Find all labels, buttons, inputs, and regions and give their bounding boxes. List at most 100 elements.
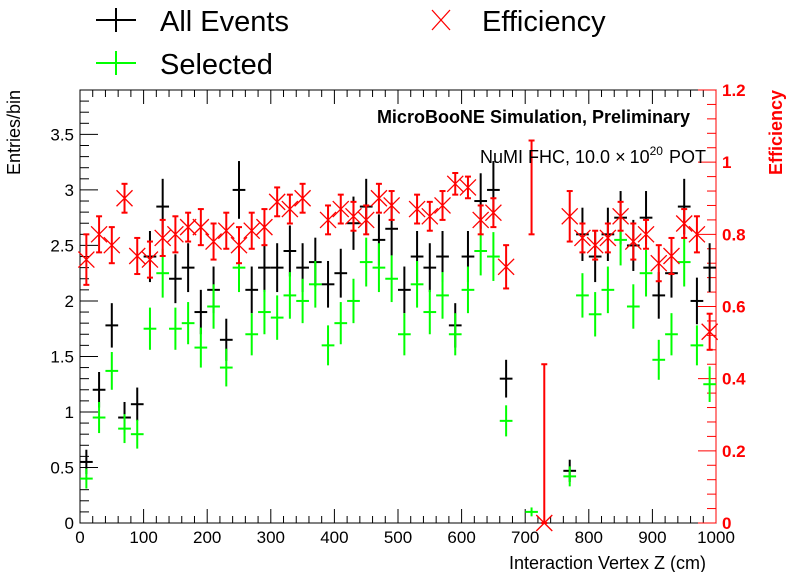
efficiency-point <box>650 244 668 283</box>
selected-point <box>665 313 678 356</box>
axes: 0 100 200 300 400 500 600 700 800 900 100000.511.5… <box>50 81 746 547</box>
efficiency-marker <box>294 189 312 207</box>
efficiency-marker <box>243 222 261 240</box>
efficiency-marker <box>77 251 95 269</box>
efficiency-marker <box>663 247 680 265</box>
selected-point <box>703 366 716 402</box>
legend-all-events-label: All Events <box>160 6 289 38</box>
selected-point <box>690 325 704 366</box>
efficiency-point <box>408 193 426 225</box>
y2-tick-label: 0.8 <box>722 225 746 244</box>
all-events-point <box>321 260 335 308</box>
efficiency-point <box>637 218 655 250</box>
efficiency-point <box>319 204 337 236</box>
pot-suffix: POT <box>669 147 706 167</box>
y2-tick-label: 0.4 <box>722 370 746 389</box>
selected-point <box>80 468 93 489</box>
efficiency-point <box>586 229 604 261</box>
selected-point <box>639 249 653 297</box>
y2-axis-title: Efficiency <box>766 90 786 175</box>
efficiency-point <box>612 200 630 232</box>
efficiency-marker <box>319 211 337 229</box>
efficiency-marker <box>166 225 184 243</box>
selected-point <box>423 289 437 335</box>
selected-point <box>601 266 615 314</box>
selected-point <box>487 232 500 281</box>
selected-point <box>219 348 233 387</box>
efficiency-point <box>230 226 248 265</box>
all-events-point <box>130 387 144 421</box>
y2-tick-label: 1 <box>722 153 731 172</box>
simulation-label: MicroBooNE Simulation, Preliminary <box>377 107 690 127</box>
selected-point <box>245 313 259 356</box>
y-tick-label: 2 <box>65 292 74 311</box>
efficiency-marker <box>434 197 451 214</box>
all-events-point <box>194 289 208 335</box>
y2-tick-label: 0 <box>722 514 731 533</box>
selected-point <box>105 352 119 390</box>
efficiency-marker <box>90 225 108 243</box>
efficiency-marker <box>268 193 286 211</box>
selected-point <box>563 466 577 487</box>
x-tick-label: 700 <box>511 528 539 547</box>
efficiency-point <box>179 211 197 243</box>
efficiency-errorbar-only <box>528 139 535 236</box>
efficiency-point <box>459 175 477 200</box>
efficiency-point <box>154 218 172 257</box>
efficiency-point <box>128 236 146 276</box>
efficiency-marker <box>535 514 553 532</box>
efficiency-marker <box>255 218 273 236</box>
selected-point <box>499 405 513 437</box>
all-events-point <box>499 359 513 398</box>
efficiency-marker <box>701 323 719 341</box>
efficiency-marker <box>179 218 197 236</box>
selected-point <box>283 272 297 319</box>
y2-tick-label: 0.6 <box>722 298 746 317</box>
selected-point <box>448 313 462 356</box>
efficiency-point <box>434 190 451 221</box>
efficiency-point <box>357 204 375 236</box>
efficiency-marker <box>103 236 121 254</box>
efficiency-marker <box>573 229 591 247</box>
y-tick-label: 2.5 <box>50 236 74 255</box>
y-tick-label: 1.5 <box>50 347 74 366</box>
all-events-point <box>283 225 297 277</box>
series-selected <box>80 214 716 517</box>
y-tick-label: 0.5 <box>50 458 74 477</box>
legend-efficiency-marker-b <box>431 9 451 31</box>
efficiency-marker <box>128 247 146 265</box>
x-axis-title: Interaction Vertex Z (cm) <box>509 553 706 572</box>
efficiency-point <box>141 240 159 279</box>
efficiency-point <box>103 226 121 265</box>
y2-tick-label: 0.2 <box>722 442 746 461</box>
efficiency-marker <box>624 233 642 251</box>
efficiency-marker <box>332 200 350 218</box>
all-events-point <box>334 248 348 298</box>
efficiency-marker <box>497 258 515 276</box>
x-tick-label: 200 <box>193 528 221 547</box>
selected-point <box>652 339 666 380</box>
selected-point <box>576 273 589 318</box>
pot-label: NuMI FHC, 10.0 × 1020 POT <box>480 144 706 167</box>
selected-point <box>398 313 411 356</box>
legend-selected-label: Selected <box>160 49 273 81</box>
efficiency-marker <box>154 229 172 247</box>
selected-point <box>372 243 386 293</box>
efficiency-point <box>294 182 312 214</box>
efficiency-marker <box>192 218 210 236</box>
efficiency-point <box>77 233 95 286</box>
efficiency-marker <box>561 207 579 225</box>
selected-point <box>207 284 220 329</box>
all-events-point <box>232 161 246 219</box>
series-efficiency <box>77 171 719 532</box>
efficiency-point <box>561 190 579 243</box>
selected-point <box>588 292 602 337</box>
efficiency-point <box>446 171 464 196</box>
efficiency-point <box>217 211 235 250</box>
selected-point <box>347 278 360 324</box>
selected-point <box>385 255 398 303</box>
efficiency-point <box>90 215 108 254</box>
y2-tick-label: 1.2 <box>722 81 746 100</box>
legend-efficiency-label: Efficiency <box>482 6 606 38</box>
